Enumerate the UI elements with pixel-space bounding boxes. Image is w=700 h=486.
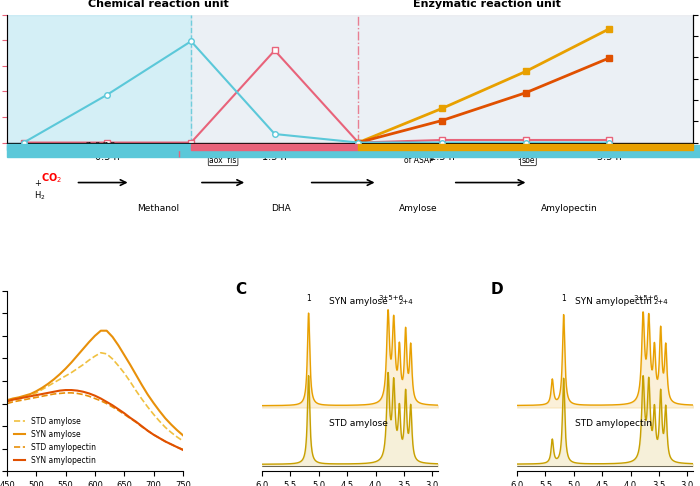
Text: D: D [491, 281, 503, 296]
Text: Rest enzymes
of ASAP: Rest enzymes of ASAP [392, 145, 445, 165]
Text: SYN amylose: SYN amylose [329, 297, 388, 306]
Text: 3+5+6: 3+5+6 [634, 295, 659, 301]
Text: ZnO-ZrO$_2$
catalyst: ZnO-ZrO$_2$ catalyst [85, 141, 120, 158]
Bar [191, 15, 700, 142]
Text: C: C [236, 281, 247, 296]
Text: 3+5+6: 3+5+6 [378, 295, 403, 301]
Text: 1: 1 [561, 294, 566, 303]
Text: 2+4: 2+4 [653, 299, 668, 305]
Bar [7, 15, 191, 142]
Text: CO$_2$: CO$_2$ [41, 172, 62, 186]
Text: DHA: DHA [272, 204, 291, 212]
Text: sbe: sbe [522, 156, 535, 165]
Text: SYN amylopectin: SYN amylopectin [575, 297, 652, 306]
Text: STD amylopectin: STD amylopectin [575, 418, 652, 428]
Text: 2+4: 2+4 [398, 299, 413, 305]
Text: Methanol: Methanol [137, 204, 179, 212]
Text: 1: 1 [306, 294, 311, 303]
Text: STD amylose: STD amylose [329, 418, 388, 428]
Text: Chemical reaction unit: Chemical reaction unit [88, 0, 228, 9]
Text: aox  fls: aox fls [209, 156, 237, 165]
Text: Amylopectin: Amylopectin [541, 204, 598, 212]
Text: +
H$_2$: + H$_2$ [34, 179, 46, 202]
Text: Amylose: Amylose [399, 204, 438, 212]
Bar [7, 145, 700, 157]
Legend: STD amylose, SYN amylose, STD amylopectin, SYN amylopectin: STD amylose, SYN amylose, STD amylopecti… [10, 414, 99, 468]
Text: Enzymatic reaction unit: Enzymatic reaction unit [413, 0, 561, 9]
